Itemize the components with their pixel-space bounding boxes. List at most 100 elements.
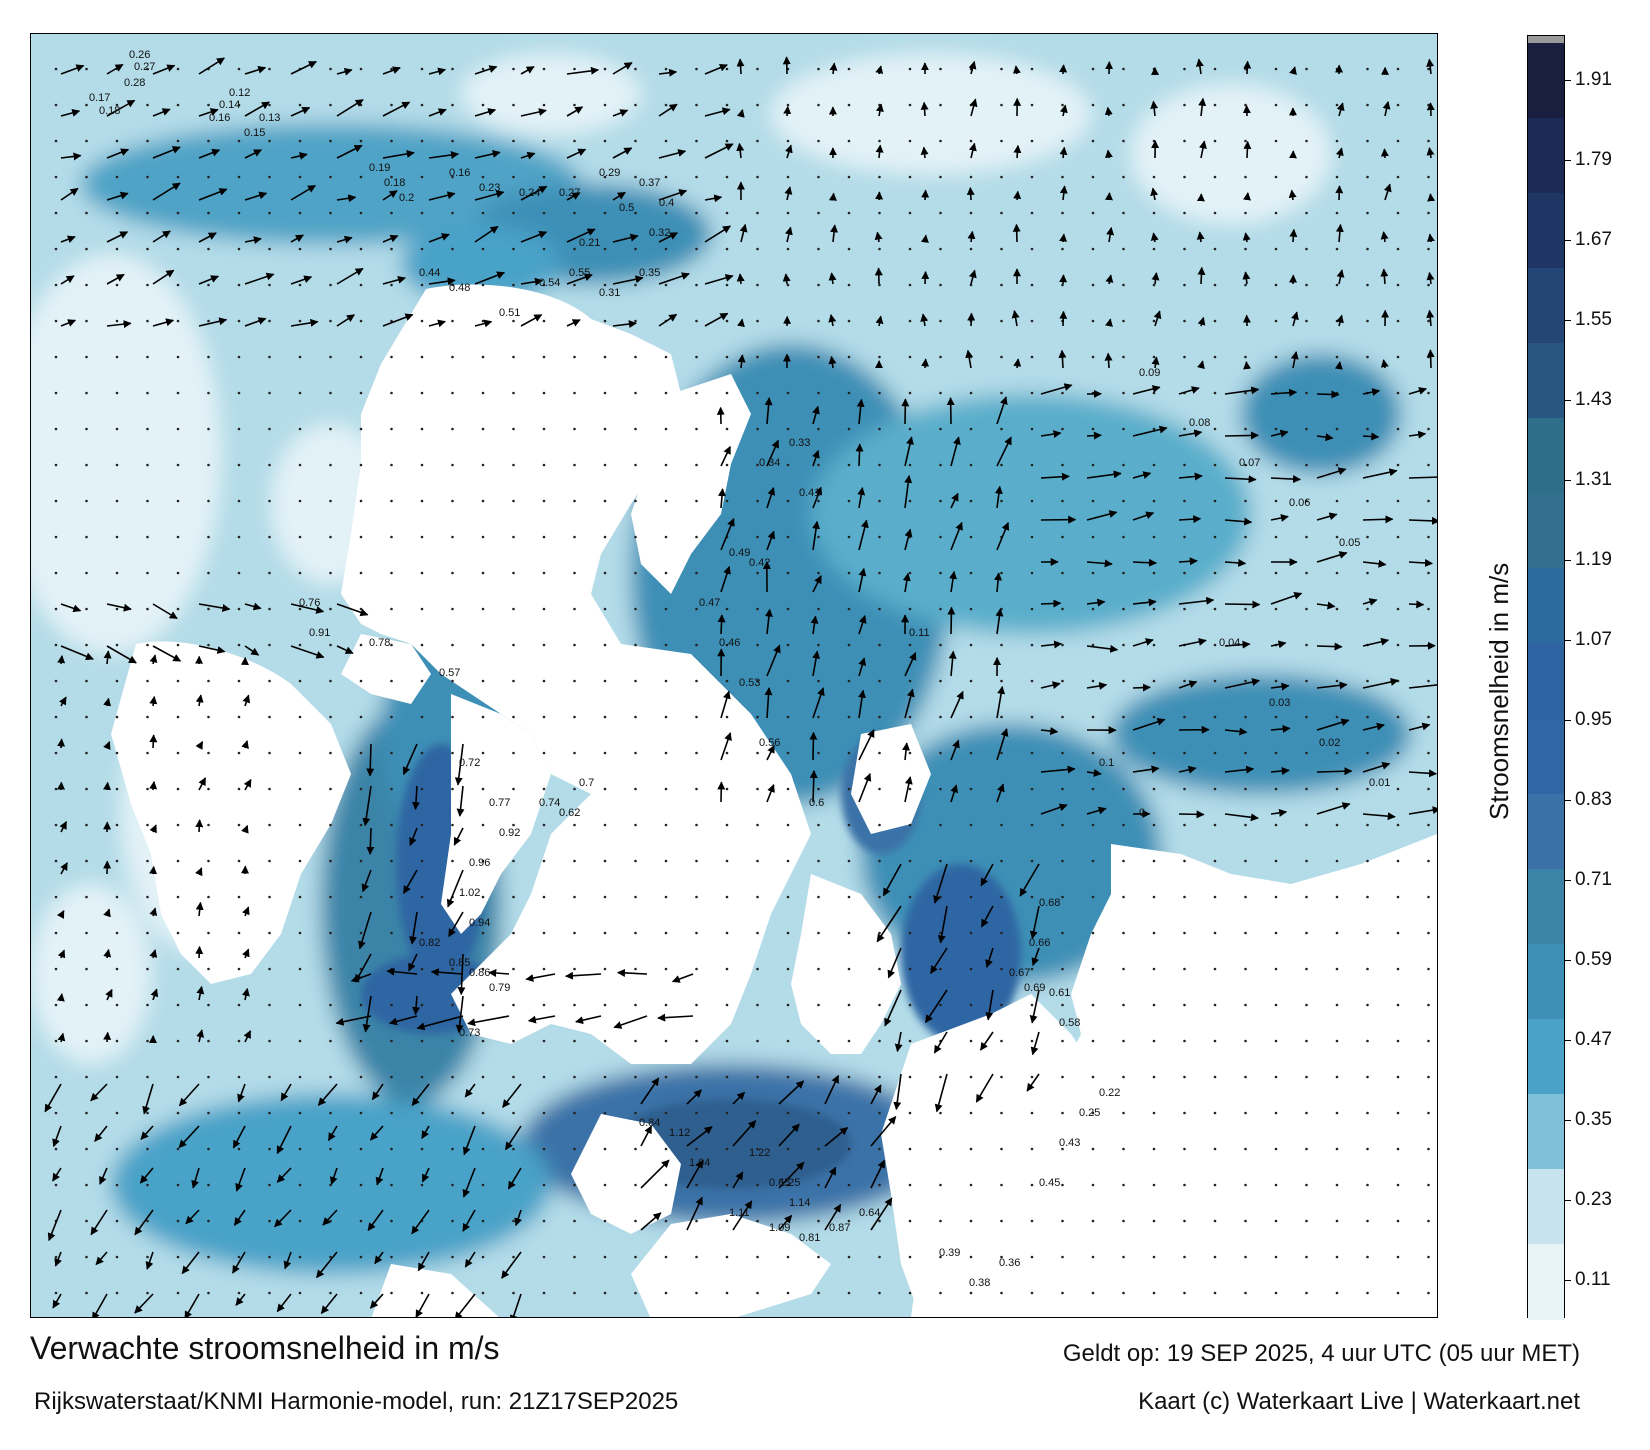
grid-dot <box>756 751 759 755</box>
current-arrow <box>382 275 406 285</box>
grid-dot <box>146 895 149 899</box>
grid-dot <box>207 1219 210 1223</box>
grid-dot <box>1213 895 1217 899</box>
grid-dot <box>1274 823 1278 827</box>
grid-dot <box>1244 823 1247 827</box>
scale-tick-mark <box>1565 1200 1571 1201</box>
grid-dot <box>817 571 820 575</box>
speed-value: 0.12 <box>229 87 250 99</box>
grid-dot <box>1030 283 1034 287</box>
current-arrow <box>244 236 262 245</box>
grid-dot <box>695 103 698 107</box>
grid-dot <box>268 499 271 503</box>
grid-dot <box>786 895 790 899</box>
grid-dot <box>573 895 576 899</box>
grid-dot <box>329 1039 332 1043</box>
grid-dot <box>817 1255 820 1259</box>
scale-tick-label: 1.67 <box>1575 229 1612 250</box>
grid-dot <box>1000 859 1003 863</box>
current-arrow <box>430 968 464 977</box>
grid-dot <box>603 283 607 287</box>
current-arrow <box>1104 352 1113 369</box>
grid-dot <box>85 787 88 791</box>
grid-dot <box>786 139 790 143</box>
grid-dot <box>237 751 241 755</box>
current-arrow <box>1132 558 1157 567</box>
grid-dot <box>756 607 759 611</box>
grid-dot <box>237 1147 241 1151</box>
grid-dot <box>298 823 302 827</box>
current-arrow <box>612 109 629 117</box>
grid-dot <box>695 1075 698 1079</box>
current-arrow <box>640 1159 670 1189</box>
grid-dot <box>1061 1039 1064 1043</box>
speed-value: 0.2 <box>399 192 414 204</box>
grid-dot <box>1183 499 1186 503</box>
grid-dot <box>542 1075 546 1079</box>
current-arrow <box>150 988 159 1001</box>
scale-tick-label: 1.55 <box>1575 309 1612 330</box>
grid-dot <box>176 1291 180 1295</box>
scale-tick-mark <box>1565 1280 1571 1281</box>
grid-dot <box>237 1291 241 1295</box>
grid-dot <box>1213 1291 1217 1295</box>
grid-dot <box>1366 1111 1369 1115</box>
grid-dot <box>176 175 180 179</box>
grid-dot <box>664 103 668 107</box>
current-arrow <box>1197 266 1206 285</box>
current-arrow <box>474 65 498 75</box>
grid-dot <box>939 1111 942 1115</box>
grid-dot <box>847 139 851 143</box>
grid-dot <box>908 463 912 467</box>
grid-dot <box>298 175 302 179</box>
grid-dot <box>786 1183 790 1187</box>
grid-dot <box>1000 391 1003 395</box>
grid-dot <box>969 787 973 791</box>
grid-dot <box>268 211 271 215</box>
grid-dot <box>1335 895 1339 899</box>
grid-dot <box>939 391 942 395</box>
scale-tick-label: 0.71 <box>1575 869 1612 890</box>
current-arrow <box>994 485 1003 509</box>
current-arrow <box>785 144 793 159</box>
grid-dot <box>817 283 820 287</box>
grid-dot <box>847 1147 851 1151</box>
grid-dot <box>756 463 759 467</box>
grid-dot <box>1335 499 1339 503</box>
grid-dot <box>512 571 515 575</box>
current-arrow <box>274 1209 292 1228</box>
current-arrow <box>893 1073 902 1111</box>
current-arrow <box>1012 223 1021 243</box>
current-arrow <box>95 1251 108 1266</box>
grid-dot <box>1427 283 1430 287</box>
grid-dot <box>1122 1147 1125 1151</box>
grid-dot <box>573 283 576 287</box>
current-map[interactable]: 0.26 0.27 0.28 0.17 0.18 0.12 0.14 0.16 0.13 0.15… <box>30 33 1438 1318</box>
current-arrow <box>1270 682 1290 691</box>
grid-dot <box>969 1219 973 1223</box>
grid-dot <box>115 967 119 971</box>
grid-dot <box>847 571 851 575</box>
grid-dot <box>268 1255 271 1259</box>
grid-dot <box>573 535 576 539</box>
grid-dot <box>85 1183 88 1187</box>
grid-dot <box>603 139 607 143</box>
grid-dot <box>847 895 851 899</box>
grid-dot <box>512 211 515 215</box>
grid-dot <box>817 643 820 647</box>
grid-dot <box>1152 175 1156 179</box>
grid-dot <box>908 1255 912 1259</box>
grid-dot <box>85 571 88 575</box>
grid-dot <box>115 643 119 647</box>
grid-dot <box>207 427 210 431</box>
grid-dot <box>481 931 485 935</box>
grid-dot <box>878 139 881 143</box>
grid-dot <box>1274 319 1278 323</box>
grid-dot <box>512 751 515 755</box>
current-arrow <box>782 273 791 285</box>
grid-dot <box>268 895 271 899</box>
grid-dot <box>146 1147 149 1151</box>
grid-dot <box>695 1111 698 1115</box>
grid-dot <box>969 1075 973 1079</box>
current-arrow <box>1408 806 1437 815</box>
